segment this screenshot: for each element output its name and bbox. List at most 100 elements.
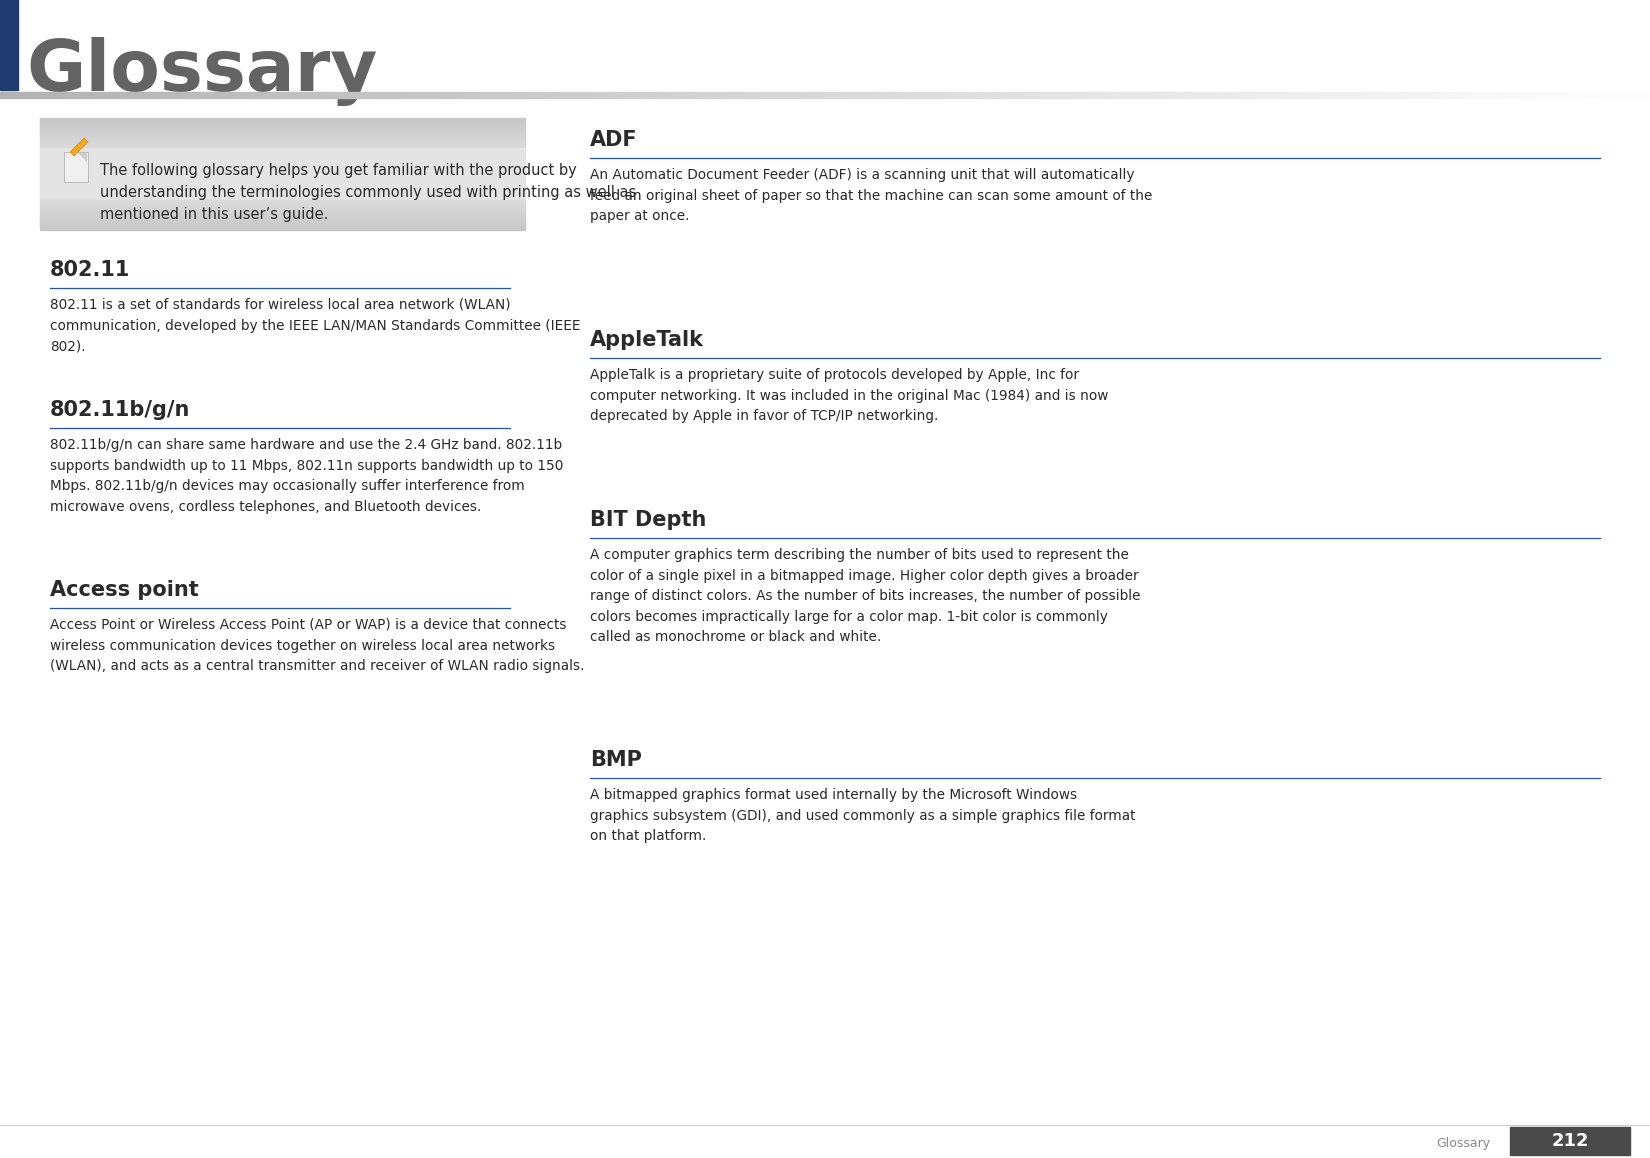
Bar [50, 91, 66, 98]
Bar [429, 91, 446, 98]
Bar [446, 91, 462, 98]
Bar [710, 91, 726, 98]
Bar [512, 91, 528, 98]
Bar [396, 91, 412, 98]
Bar [40, 228, 525, 230]
Bar [940, 91, 957, 98]
Bar [40, 213, 525, 215]
Bar [1518, 91, 1534, 98]
Bar [759, 91, 775, 98]
Bar [380, 91, 396, 98]
Bar [561, 91, 577, 98]
Bar [924, 91, 940, 98]
Bar [858, 91, 874, 98]
Bar [1254, 91, 1270, 98]
Bar [1551, 91, 1568, 98]
Bar [1172, 91, 1188, 98]
Bar [808, 91, 825, 98]
Bar [264, 91, 280, 98]
Text: 802.11: 802.11 [50, 261, 130, 280]
Bar [1634, 91, 1650, 98]
Text: An Automatic Document Feeder (ADF) is a scanning unit that will automatically
fe: An Automatic Document Feeder (ADF) is a … [591, 168, 1152, 223]
Bar [1056, 91, 1072, 98]
Text: ADF: ADF [591, 130, 637, 151]
Bar [40, 138, 525, 139]
Text: Glossary: Glossary [26, 37, 378, 107]
Bar [1402, 91, 1419, 98]
Bar [1040, 91, 1056, 98]
Bar [280, 91, 297, 98]
Bar [1600, 91, 1617, 98]
Bar [314, 91, 330, 98]
Bar [346, 91, 363, 98]
Bar [1089, 91, 1106, 98]
Bar [40, 124, 525, 125]
Bar [40, 223, 525, 226]
Bar [40, 134, 525, 135]
Bar [627, 91, 644, 98]
Bar [297, 91, 314, 98]
Bar [148, 91, 165, 98]
Bar [1204, 91, 1221, 98]
Bar [610, 91, 627, 98]
Bar [40, 227, 525, 228]
Bar [40, 217, 525, 218]
Bar [116, 91, 132, 98]
Bar [40, 135, 525, 138]
Bar [40, 148, 525, 200]
Bar [874, 91, 891, 98]
Bar [1419, 91, 1436, 98]
Text: Access Point or Wireless Access Point (AP or WAP) is a device that connects
wire: Access Point or Wireless Access Point (A… [50, 618, 584, 673]
Bar [1320, 91, 1336, 98]
Bar [528, 91, 544, 98]
Polygon shape [69, 138, 87, 156]
Bar [0, 0, 18, 90]
Bar [594, 91, 610, 98]
Bar [842, 91, 858, 98]
Bar [132, 91, 148, 98]
Bar [957, 91, 973, 98]
FancyBboxPatch shape [64, 152, 87, 182]
Bar [33, 91, 50, 98]
Bar [660, 91, 676, 98]
Bar [1006, 91, 1023, 98]
Bar [990, 91, 1006, 98]
Polygon shape [78, 153, 87, 162]
Bar [165, 91, 182, 98]
Bar [40, 120, 525, 123]
Bar [231, 91, 248, 98]
Text: A computer graphics term describing the number of bits used to represent the
col: A computer graphics term describing the … [591, 548, 1140, 644]
Bar [1072, 91, 1089, 98]
Bar [1568, 91, 1584, 98]
Bar [974, 91, 990, 98]
Bar [1138, 91, 1155, 98]
Bar [1370, 91, 1386, 98]
Bar [495, 91, 512, 98]
Bar [1584, 91, 1600, 98]
Bar [40, 203, 525, 205]
Bar [1106, 91, 1122, 98]
Bar [198, 91, 214, 98]
Bar [40, 147, 525, 148]
Bar [908, 91, 924, 98]
Bar [16, 91, 33, 98]
Bar [1221, 91, 1238, 98]
Bar [330, 91, 346, 98]
Bar [40, 118, 525, 119]
Text: BIT Depth: BIT Depth [591, 510, 706, 530]
Text: AppleTalk: AppleTalk [591, 330, 705, 350]
Text: 802.11b/g/n can share same hardware and use the 2.4 GHz band. 802.11b
supports b: 802.11b/g/n can share same hardware and … [50, 438, 563, 514]
Bar [40, 218, 525, 220]
Bar [1485, 91, 1502, 98]
Bar [462, 91, 478, 98]
Bar [40, 201, 525, 203]
Bar [40, 206, 525, 207]
Bar [1502, 91, 1518, 98]
Bar [40, 119, 525, 120]
Text: 802.11 is a set of standards for wireless local area network (WLAN)
communicatio: 802.11 is a set of standards for wireles… [50, 298, 581, 353]
Bar [1155, 91, 1172, 98]
Bar [40, 144, 525, 145]
Bar [40, 220, 525, 221]
Bar [578, 91, 594, 98]
Bar [214, 91, 231, 98]
